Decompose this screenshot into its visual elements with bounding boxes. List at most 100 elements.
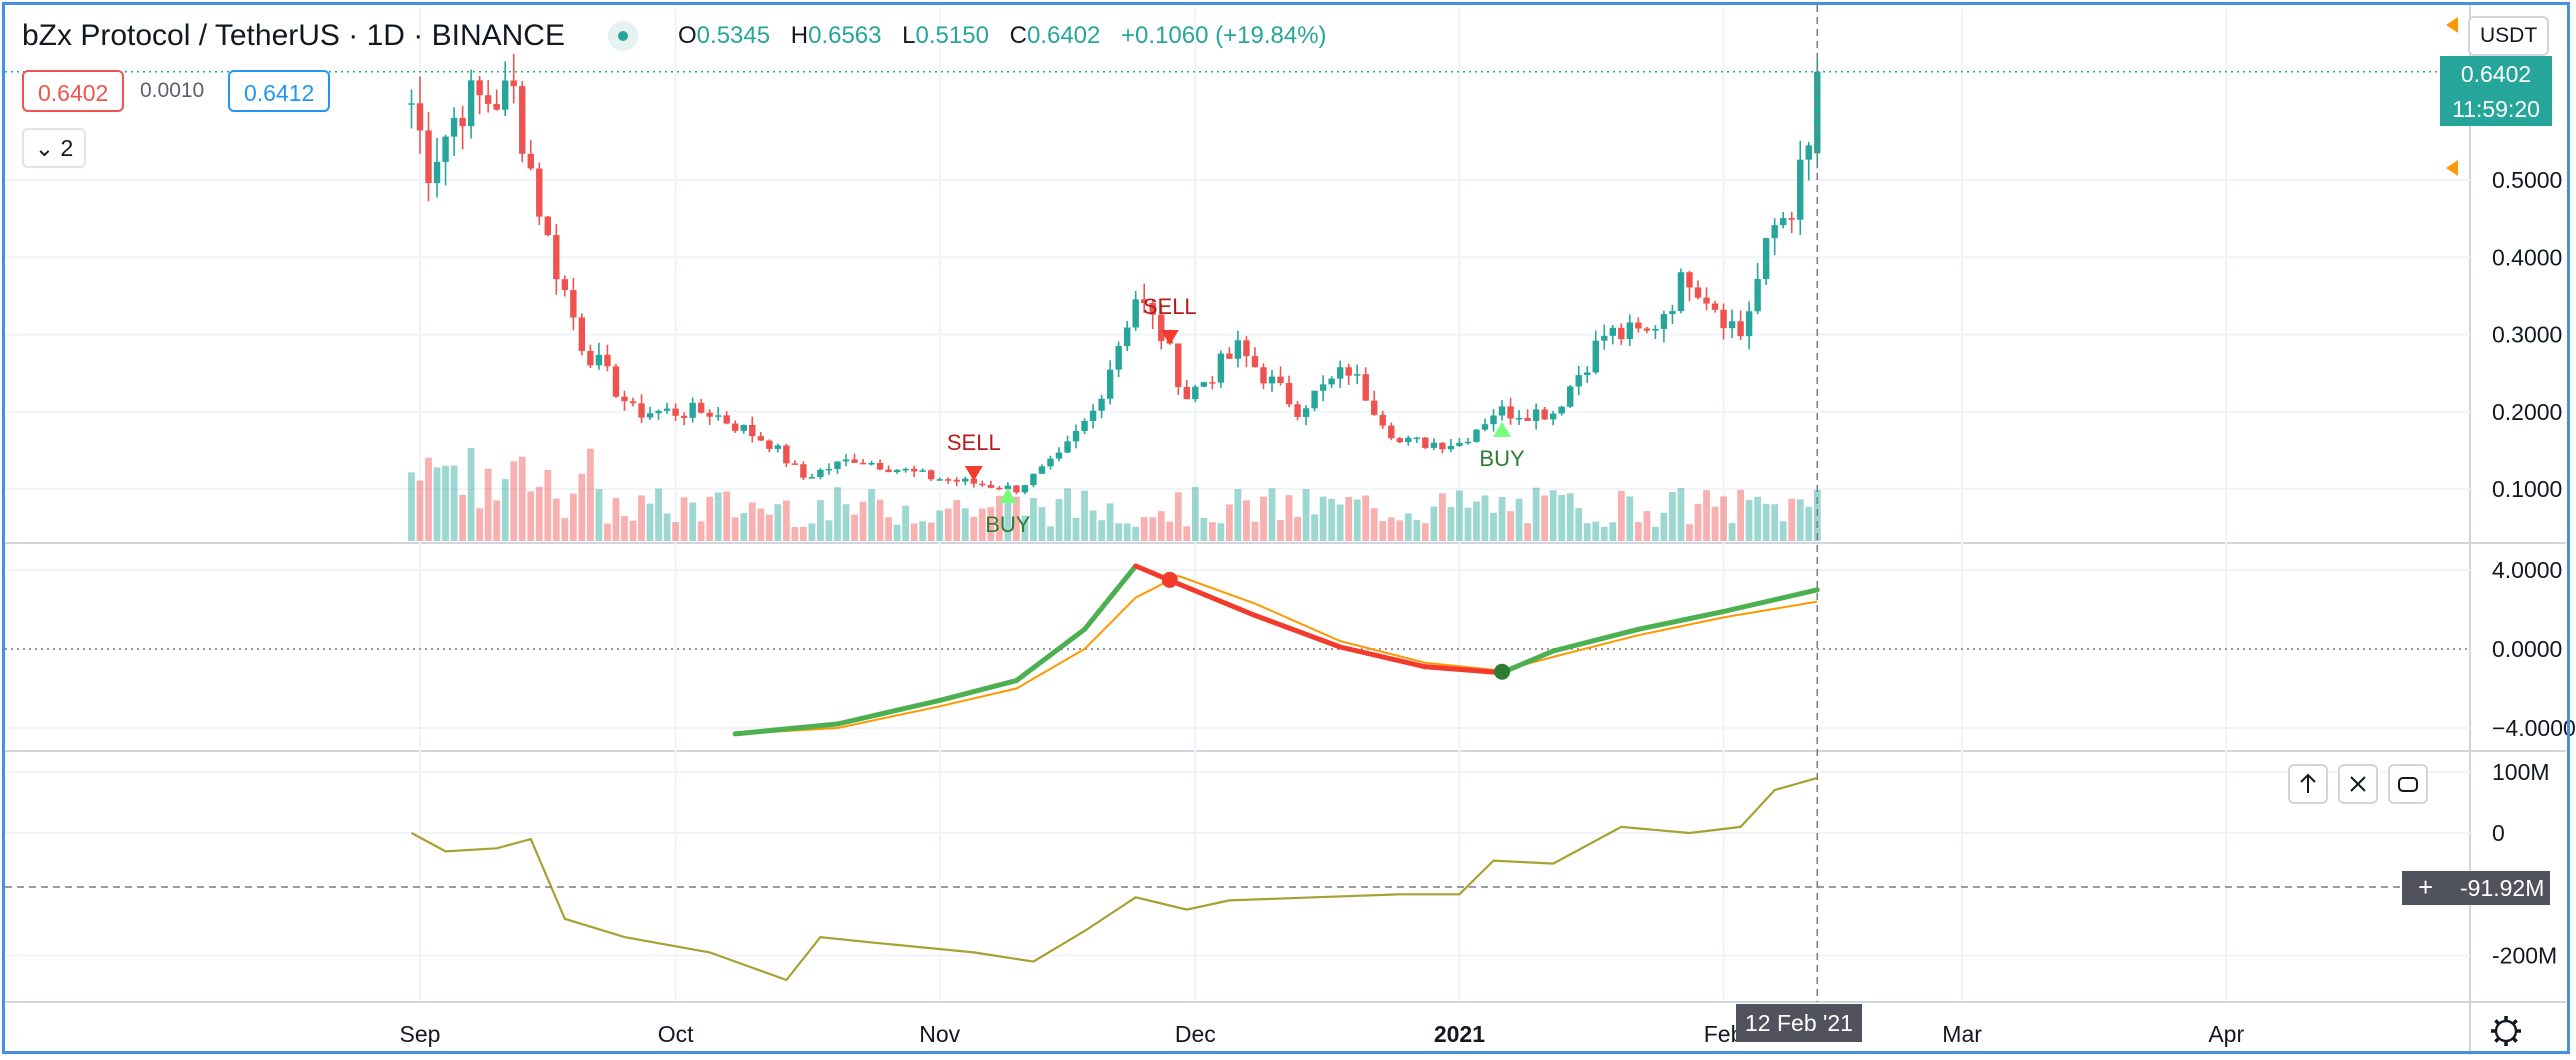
volume-bar bbox=[1345, 496, 1353, 541]
move-up-button[interactable] bbox=[2288, 764, 2328, 804]
volume-bar bbox=[1055, 498, 1063, 541]
candle-body bbox=[1549, 413, 1557, 420]
volume-bar bbox=[1311, 514, 1318, 541]
volume-bar bbox=[408, 472, 415, 541]
candle-body bbox=[817, 469, 824, 478]
volume-bar bbox=[1098, 520, 1105, 541]
candle-body bbox=[945, 479, 952, 481]
price-tick-label: 0.2000 bbox=[2492, 399, 2562, 425]
volume-bar bbox=[1387, 517, 1395, 541]
volume-bar bbox=[987, 507, 995, 541]
countdown-tag-label: 11:59:20 bbox=[2452, 96, 2540, 122]
candle-body bbox=[1294, 404, 1301, 417]
volume-bar bbox=[1396, 520, 1404, 541]
volume-bar bbox=[1183, 526, 1191, 541]
volume-bar bbox=[697, 521, 705, 541]
x-tick-label: Mar bbox=[1942, 1021, 1982, 1047]
volume-bar bbox=[1217, 523, 1225, 541]
candle-body bbox=[1737, 321, 1744, 337]
gear-tooth bbox=[2494, 1036, 2501, 1043]
candle-body bbox=[1473, 429, 1480, 442]
volume-bar bbox=[1779, 521, 1787, 541]
volume-bar bbox=[1200, 517, 1208, 541]
buy-arrow-icon bbox=[998, 488, 1017, 503]
maximize-pane-button[interactable] bbox=[2388, 764, 2428, 804]
volume-bar bbox=[501, 479, 509, 541]
volume-bar bbox=[782, 500, 790, 541]
candle-body bbox=[1158, 314, 1165, 341]
countdown-tag bbox=[2440, 92, 2552, 126]
sell-price-button[interactable]: 0.6402 bbox=[22, 70, 125, 112]
ohlc-legend: O0.5345 H0.6563 L0.5150 C0.6402 +0.1060 … bbox=[678, 22, 1341, 50]
candle-body bbox=[1524, 417, 1531, 422]
volume-bar bbox=[1498, 496, 1506, 541]
volume-bar bbox=[1413, 519, 1421, 541]
open-value: 0.5345 bbox=[696, 22, 771, 49]
candle-body bbox=[587, 350, 594, 366]
volume-bar bbox=[1754, 496, 1762, 541]
candle-body bbox=[1780, 218, 1787, 226]
interval-label[interactable]: 1D bbox=[366, 19, 405, 53]
candle-body bbox=[1490, 415, 1497, 425]
close-pane-button[interactable] bbox=[2338, 764, 2378, 804]
volume-bar bbox=[961, 508, 969, 541]
candle-body bbox=[723, 415, 730, 424]
buy-price-button[interactable]: 0.6412 bbox=[228, 70, 331, 112]
candle-body bbox=[1575, 375, 1582, 387]
candle-body bbox=[493, 103, 500, 110]
volume-bar bbox=[1609, 522, 1617, 541]
x-tick-label: Dec bbox=[1175, 1021, 1216, 1047]
arrow-up-icon bbox=[2300, 773, 2316, 793]
candle-body bbox=[1694, 287, 1702, 298]
candle-body bbox=[553, 235, 560, 280]
macd-line-up bbox=[1635, 609, 1727, 632]
market-status-icon[interactable] bbox=[608, 21, 638, 51]
indicators-toggle-button[interactable]: ⌄ 2 bbox=[22, 128, 86, 168]
candle-body bbox=[1609, 327, 1616, 336]
volume-bar bbox=[476, 508, 484, 541]
volume-bar bbox=[561, 518, 569, 541]
candle-body bbox=[740, 424, 747, 431]
volume-bar bbox=[1132, 526, 1140, 541]
alert-marker-icon bbox=[2446, 17, 2458, 33]
separator: · bbox=[413, 19, 432, 53]
symbol-name[interactable]: bZx Protocol / TetherUS bbox=[22, 19, 340, 53]
candle-body bbox=[1541, 409, 1548, 420]
crosshair-date-label: 12 Feb '21 bbox=[1745, 1010, 1853, 1036]
volume-bar bbox=[493, 500, 501, 541]
symbol-header: bZx Protocol / TetherUS · 1D · BINANCE bbox=[22, 18, 565, 53]
candle-body bbox=[561, 279, 569, 291]
candle-body bbox=[1405, 437, 1412, 443]
volume-bar bbox=[995, 495, 1003, 541]
volume-bar bbox=[459, 495, 466, 541]
price-tick-label: 0.4000 bbox=[2492, 244, 2562, 270]
open-label: O bbox=[678, 22, 697, 49]
price-tick-label: 0.1000 bbox=[2492, 476, 2562, 502]
obv-tick-label: -200M bbox=[2492, 943, 2557, 969]
volume-bar bbox=[1174, 492, 1182, 541]
alert-marker-icon bbox=[2446, 160, 2458, 176]
volume-bar bbox=[1805, 506, 1813, 541]
gear-icon[interactable] bbox=[2491, 1016, 2521, 1046]
volume-bar bbox=[868, 489, 875, 541]
candle-body bbox=[519, 86, 526, 154]
volume-bar bbox=[1711, 506, 1719, 541]
volume-bar bbox=[689, 502, 697, 541]
candle-body bbox=[484, 95, 492, 104]
volume-bar bbox=[1038, 507, 1046, 541]
candle-body bbox=[697, 402, 705, 413]
candle-body bbox=[800, 464, 807, 478]
candle-body bbox=[1030, 473, 1037, 486]
candle-body bbox=[1481, 424, 1489, 430]
volume-bar bbox=[885, 517, 892, 541]
currency-button[interactable]: USDT bbox=[2468, 16, 2550, 56]
candle-body bbox=[791, 463, 799, 465]
x-tick-label: Apr bbox=[2208, 1021, 2244, 1047]
candle-body bbox=[1013, 485, 1020, 493]
volume-bar bbox=[646, 503, 654, 541]
volume-bar bbox=[1532, 487, 1540, 541]
volume-bar bbox=[1370, 508, 1378, 541]
candle-body bbox=[1115, 346, 1122, 370]
price-tick-label: 0.5000 bbox=[2492, 167, 2562, 193]
